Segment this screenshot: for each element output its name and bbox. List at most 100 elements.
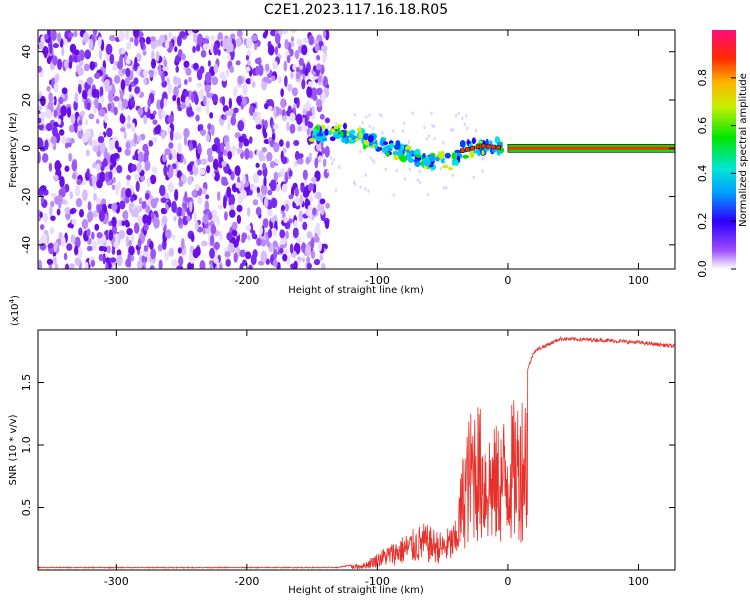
- spectrogram-noise-blob: [47, 101, 54, 111]
- spectrogram-faint-blob: [425, 137, 428, 141]
- spectrogram-noise-blob: [205, 194, 210, 200]
- spectrogram-noise-blob: [221, 75, 227, 82]
- spectrogram-noise-blob: [252, 199, 259, 206]
- spectrogram-noise-blob: [315, 222, 321, 230]
- spectrogram-noise-blob: [192, 30, 200, 34]
- spectrogram-noise-blob: [84, 81, 89, 91]
- spectrogram-noise-blob: [302, 108, 307, 116]
- spectrogram-noise-blob: [114, 140, 119, 150]
- snr-y-tick-label: 0.5: [20, 499, 33, 517]
- colorbar-tick-label: 0.0: [696, 260, 709, 278]
- spectrogram-noise-blob: [265, 258, 270, 265]
- spectrogram-noise-blob: [218, 262, 223, 269]
- spectrogram-noise-blob: [279, 247, 284, 254]
- spectrogram-signal-blob: [494, 136, 501, 144]
- spectrogram-noise-blob: [315, 87, 323, 96]
- spectrogram-noise-blob: [236, 147, 243, 155]
- spectrogram-y-tick-label: -40: [20, 236, 33, 254]
- spectrogram-noise-blob: [293, 219, 298, 229]
- spectrogram-noise-blob: [39, 185, 47, 192]
- spectrogram-noise-blob: [111, 202, 118, 211]
- spectrogram-noise-blob: [285, 230, 289, 240]
- spectrogram-signal-blob: [454, 159, 459, 167]
- spectrogram-noise-blob: [69, 43, 77, 54]
- spectrogram-noise-blob: [142, 69, 148, 77]
- spectrogram-noise-blob: [231, 145, 237, 151]
- spectrogram-noise-blob: [267, 228, 273, 239]
- spectrogram-noise-blob: [266, 99, 273, 105]
- spectrogram-noise-blob: [82, 31, 90, 43]
- spectrogram-noise-blob: [104, 78, 110, 88]
- spectrogram-noise-blob: [74, 123, 78, 134]
- spectrogram-noise-blob: [200, 129, 207, 136]
- spectrogram-signal-peak: [459, 148, 465, 153]
- spectrogram-noise-blob: [296, 38, 303, 47]
- spectrogram-noise-blob: [63, 252, 68, 261]
- spectrogram-noise-blob: [85, 149, 90, 157]
- spectrogram-noise-blob: [185, 67, 192, 76]
- spectrogram-noise-blob: [164, 148, 171, 156]
- spectrogram-noise-blob: [133, 222, 140, 234]
- spectrogram-faint-blob: [451, 173, 454, 178]
- spectrogram-noise-blob: [209, 112, 214, 119]
- spectrogram-noise-blob: [197, 33, 203, 46]
- spectrogram-noise-blob: [293, 228, 299, 238]
- spectrogram-noise-blob: [178, 216, 182, 226]
- spectrogram-noise-blob: [123, 131, 127, 140]
- spectrogram-noise-blob: [78, 227, 83, 236]
- spectrogram-noise-blob: [82, 189, 88, 202]
- spectrogram-noise-blob: [296, 158, 303, 165]
- spectrogram-noise-blob: [53, 241, 57, 253]
- spectrogram-faint-blob: [408, 167, 411, 172]
- spectrogram-signal-blob: [342, 130, 348, 138]
- spectrogram-noise-blob: [310, 87, 318, 98]
- spectrogram-noise-blob: [312, 95, 318, 101]
- spectrogram-noise-blob: [99, 171, 106, 183]
- spectrogram-noise-blob: [143, 78, 147, 85]
- spectrogram-noise-blob: [310, 238, 315, 249]
- spectrogram-noise-blob: [250, 254, 257, 266]
- spectrogram-noise-blob: [309, 194, 313, 203]
- spectrogram-noise-blob: [177, 142, 182, 155]
- spectrogram-noise-blob: [188, 110, 195, 117]
- spectrogram-faint-blob: [430, 111, 433, 116]
- spectrogram-noise-blob: [240, 189, 247, 200]
- spectrogram-noise-blob: [136, 260, 143, 269]
- spectrogram-noise-blob: [305, 156, 310, 165]
- spectrogram-faint-blob: [450, 128, 453, 132]
- spectrogram-noise-blob: [162, 65, 169, 72]
- spectrogram-faint-blob: [481, 157, 484, 161]
- spectrogram-noise-blob: [299, 194, 304, 206]
- spectrogram-faint-blob: [442, 185, 446, 190]
- spectrogram-noise-blob: [236, 204, 243, 213]
- spectrogram-signal-blob: [389, 142, 395, 149]
- spectrogram-noise-blob: [248, 150, 254, 159]
- spectrogram-noise-blob: [302, 169, 308, 181]
- spectrogram-signal-blob: [342, 122, 347, 130]
- spectrogram-noise-blob: [67, 222, 73, 228]
- spectrogram-noise-blob: [293, 97, 298, 104]
- colorbar: 0.0 0.2 0.4 0.6 0.8 Normalized spectral ampl…: [696, 30, 749, 278]
- spectrogram-noise-blob: [199, 124, 204, 131]
- spectrogram-noise-blob: [138, 217, 143, 227]
- spectrogram-faint-blob: [445, 185, 448, 190]
- spectrogram-noise-blob: [105, 43, 113, 55]
- spectrogram-noise-blob: [307, 121, 314, 129]
- spectrogram-noise-blob: [285, 140, 290, 149]
- spectrogram-noise-blob: [59, 176, 65, 188]
- spectrogram-noise-blob: [167, 83, 173, 95]
- spectrogram-noise-blob: [261, 79, 268, 91]
- spectrogram-noise-blob: [144, 160, 151, 171]
- spectrogram-noise-blob: [118, 30, 125, 42]
- spectrogram-faint-blob: [442, 140, 445, 145]
- spectrogram-noise-blob: [192, 31, 198, 43]
- spectrogram-noise-blob: [213, 43, 219, 56]
- spectrogram-noise-blob: [205, 133, 210, 142]
- spectrogram-noise-blob: [69, 263, 75, 269]
- spectrogram-noise-blob: [255, 65, 259, 76]
- spectrogram-noise-blob: [249, 136, 253, 144]
- spectrogram-noise-blob: [91, 231, 95, 240]
- colorbar-tick-label: 0.6: [696, 117, 709, 135]
- spectrogram-faint-blob: [407, 140, 411, 144]
